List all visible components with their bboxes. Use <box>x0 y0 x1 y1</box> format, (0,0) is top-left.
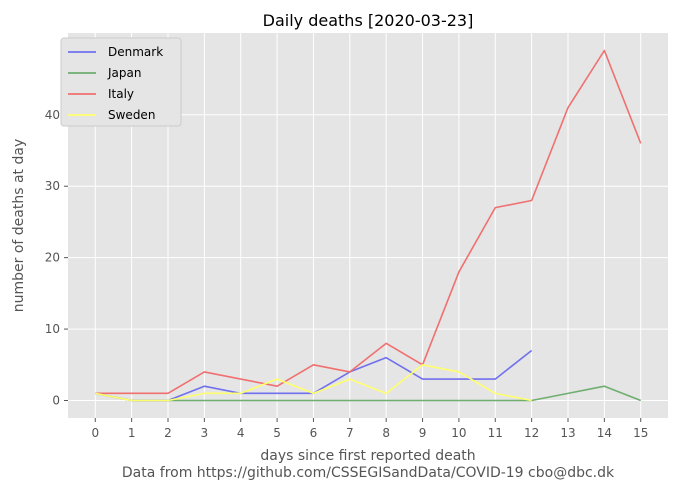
series-line-sweden <box>95 363 532 402</box>
y-tick-label: 40 <box>45 108 60 122</box>
legend: Denmark Japan Italy Sweden <box>60 37 182 127</box>
y-tick-label: 20 <box>45 251 60 265</box>
x-tick-label: 14 <box>597 426 612 440</box>
y-tick-label: 30 <box>45 179 60 193</box>
y-axis-ticks: 0 10 20 30 40 <box>45 108 68 408</box>
x-tick-label: 1 <box>128 426 136 440</box>
legend-label-sweden: Sweden <box>108 108 155 122</box>
x-tick-label: 12 <box>524 426 539 440</box>
series-line-japan <box>95 385 642 402</box>
x-tick-label: 9 <box>419 426 427 440</box>
source-note: Data from https://github.com/CSSEGISandD… <box>122 465 615 481</box>
y-axis-label: number of deaths at day <box>11 139 27 313</box>
legend-label-japan: Japan <box>107 66 141 80</box>
x-tick-label: 15 <box>633 426 648 440</box>
x-axis-label: days since first reported death <box>260 448 475 464</box>
x-tick-label: 6 <box>310 426 318 440</box>
x-tick-label: 4 <box>237 426 245 440</box>
y-tick-label: 10 <box>45 322 60 336</box>
y-tick-label: 0 <box>52 394 60 408</box>
chart-title: Daily deaths [2020-03-23] <box>263 11 474 30</box>
series-lines <box>95 49 642 402</box>
x-tick-label: 3 <box>201 426 209 440</box>
x-tick-label: 8 <box>382 426 390 440</box>
series-line-italy <box>95 49 642 395</box>
x-tick-label: 5 <box>273 426 281 440</box>
legend-label-italy: Italy <box>108 87 134 101</box>
x-tick-label: 13 <box>560 426 575 440</box>
legend-label-denmark: Denmark <box>108 45 163 59</box>
x-axis-ticks: 0 1 2 3 4 5 6 7 8 9 10 11 12 13 14 15 <box>91 418 648 440</box>
x-tick-label: 2 <box>164 426 172 440</box>
x-tick-label: 7 <box>346 426 354 440</box>
legend-box <box>60 37 182 127</box>
x-tick-label: 11 <box>488 426 503 440</box>
x-tick-label: 0 <box>91 426 99 440</box>
x-tick-label: 10 <box>451 426 466 440</box>
